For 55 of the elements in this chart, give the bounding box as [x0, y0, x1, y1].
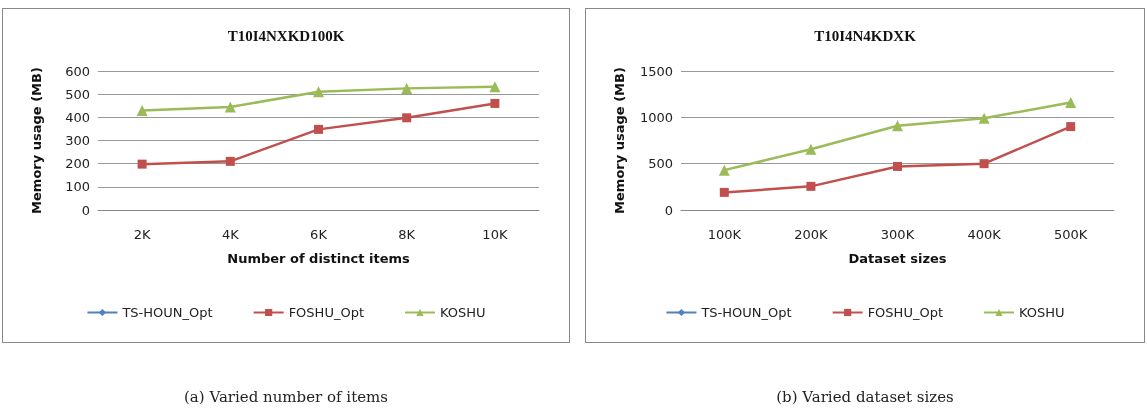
- legend-label: KOSHU: [439, 305, 486, 320]
- y-tick-label: 1500: [639, 63, 673, 79]
- chart-title: T10I4NXKD100K: [227, 27, 345, 44]
- y-tick-label: 200: [65, 156, 90, 172]
- point: [1066, 122, 1076, 132]
- legend-label: TS-HOUN_Opt: [700, 305, 792, 320]
- y-tick-label: 0: [664, 202, 673, 218]
- text: (a) Varied number of items: [183, 388, 389, 406]
- x-axis-title: Number of distinct items: [227, 251, 411, 266]
- legend-label: FOSHU_Opt: [867, 305, 943, 320]
- point: [489, 81, 501, 93]
- point: [224, 101, 236, 113]
- point: [313, 86, 324, 98]
- y-tick-label: 300: [65, 133, 90, 148]
- y-tick-label: 500: [648, 156, 673, 172]
- x-tick-label: 8K: [398, 227, 416, 242]
- point: [314, 124, 323, 134]
- point: [805, 143, 817, 155]
- point: [893, 161, 902, 171]
- text: (b) Varied dataset sizes: [775, 388, 955, 406]
- x-tick-label: 500K: [1054, 227, 1088, 242]
- point: [225, 156, 235, 166]
- point: [136, 104, 148, 116]
- y-tick-label: 600: [65, 63, 90, 79]
- point: [892, 120, 903, 132]
- y-axis-title: Memory usage (MB): [612, 67, 627, 214]
- point: [401, 82, 413, 94]
- x-tick-label: 4K: [221, 227, 240, 242]
- x-tick-label: 200K: [794, 227, 829, 242]
- legend-label: FOSHU_Opt: [288, 305, 364, 320]
- y-axis-title: Memory usage (MB): [29, 67, 44, 214]
- point: [719, 187, 729, 197]
- legend-label: KOSHU: [1018, 305, 1065, 320]
- x-tick-label: 10K: [482, 227, 508, 242]
- y-tick-label: 500: [65, 86, 90, 102]
- point: [979, 159, 989, 169]
- y-tick-label: 1000: [639, 109, 673, 125]
- point: [806, 181, 816, 191]
- x-tick-label: 6K: [310, 227, 328, 242]
- x-tick-label: 300K: [880, 227, 915, 242]
- point: [137, 159, 147, 169]
- x-tick-label: 2K: [133, 227, 151, 242]
- x-tick-label: 400K: [967, 227, 1002, 242]
- y-tick-label: 0: [81, 202, 90, 218]
- point: [490, 98, 500, 108]
- point: [718, 164, 730, 176]
- point: [402, 113, 412, 123]
- chart-title: T10I4N4KDXK: [814, 27, 917, 44]
- x-tick-label: 100K: [707, 227, 742, 242]
- legend-label: TS-HOUN_Opt: [121, 305, 213, 320]
- point: [1065, 97, 1077, 109]
- point: [978, 112, 990, 124]
- x-axis-title: Dataset sizes: [848, 251, 947, 266]
- y-tick-label: 400: [65, 109, 90, 125]
- y-tick-label: 100: [65, 179, 90, 195]
